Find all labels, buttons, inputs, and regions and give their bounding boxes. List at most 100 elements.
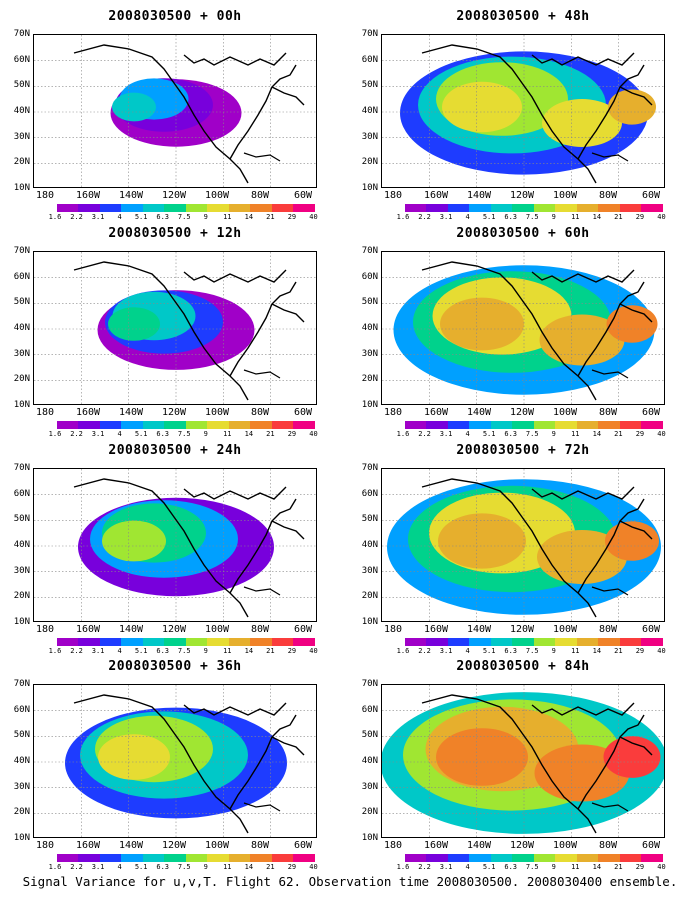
colorbar-tick-label: 40 xyxy=(657,213,666,221)
colorbar-swatch xyxy=(228,854,251,862)
lon-label: 80W xyxy=(250,840,270,851)
colorbar-labels: 1.6 2.2 3.1 4 5.1 6.3 7.5 9 11 14 21 29 40 xyxy=(35,213,318,223)
panel-title: 2008030500 + 72h xyxy=(456,443,590,458)
lon-label: 140W xyxy=(466,190,492,201)
lon-label: 160W xyxy=(423,840,449,851)
colorbar-swatch xyxy=(426,854,448,862)
colorbar-tick-label: 11 xyxy=(223,647,232,655)
colorbar-swatch xyxy=(512,204,534,212)
colorbar-swatch xyxy=(121,421,143,429)
colorbar-tick-label: 1.6 xyxy=(396,647,410,655)
colorbar-swatch xyxy=(404,638,427,646)
variance-map xyxy=(381,34,665,188)
lon-label: 60W xyxy=(293,190,313,201)
colorbar-swatch xyxy=(293,854,315,862)
colorbar-swatch xyxy=(293,204,315,212)
colorbar-swatch xyxy=(99,421,122,429)
lat-label: 70N xyxy=(361,29,378,39)
lon-label: 180 xyxy=(383,840,403,851)
lon-label: 120W xyxy=(509,624,535,635)
variance-map xyxy=(381,251,665,405)
colorbar xyxy=(383,854,663,862)
colorbar-tick-label: 9 xyxy=(203,647,208,655)
colorbar-tick-label: 21 xyxy=(614,863,623,871)
colorbar-swatch xyxy=(185,854,208,862)
colorbar-tick-label: 7.5 xyxy=(177,213,191,221)
colorbar-swatch xyxy=(533,854,556,862)
colorbar-tick-label: 5.1 xyxy=(482,863,496,871)
colorbar-tick-label: 6.3 xyxy=(504,647,518,655)
colorbar-swatch xyxy=(228,421,251,429)
lat-label: 20N xyxy=(13,374,30,385)
colorbar-swatch xyxy=(619,638,642,646)
colorbar-swatch xyxy=(555,638,577,646)
colorbar-tick-label: 2.2 xyxy=(418,213,431,221)
colorbar-swatch xyxy=(271,638,294,646)
colorbar-swatch xyxy=(555,421,577,429)
lon-label: 120W xyxy=(161,840,187,851)
lon-label: 100W xyxy=(204,407,230,418)
colorbar-swatch xyxy=(293,638,315,646)
colorbar-labels: 1.6 2.2 3.1 4 5.1 6.3 7.5 9 11 14 21 29 40 xyxy=(383,213,666,223)
colorbar-swatch xyxy=(469,638,491,646)
colorbar-swatch xyxy=(598,638,620,646)
lat-label: 60N xyxy=(13,704,30,715)
lon-label: 100W xyxy=(204,624,230,635)
lat-label: 30N xyxy=(13,781,30,792)
variance-map xyxy=(33,251,317,405)
colorbar-swatch xyxy=(35,638,57,646)
colorbar-tick-label: 1.6 xyxy=(48,863,62,871)
colorbar-tick-label: 40 xyxy=(309,863,318,871)
colorbar-swatch xyxy=(142,638,165,646)
lon-label: 120W xyxy=(509,840,535,851)
panel-title: 2008030500 + 60h xyxy=(456,226,590,241)
colorbar-tick-label: 7.5 xyxy=(525,213,539,221)
colorbar-tick-label: 9 xyxy=(551,863,556,871)
figure-caption: Signal Variance for u,v,T. Flight 62. Ob… xyxy=(22,874,678,889)
colorbar-tick-label: 4 xyxy=(117,430,122,438)
colorbar-tick-label: 21 xyxy=(614,430,623,438)
colorbar-swatch xyxy=(207,638,229,646)
colorbar-tick-label: 2.2 xyxy=(418,430,431,438)
colorbar-tick-label: 7.5 xyxy=(525,430,539,438)
lat-label: 10N xyxy=(361,617,378,627)
colorbar-swatch xyxy=(99,204,122,212)
colorbar-swatch xyxy=(207,854,229,862)
colorbar-tick-label: 11 xyxy=(223,430,232,438)
colorbar-swatch xyxy=(99,638,122,646)
colorbar-swatch xyxy=(598,421,620,429)
colorbar-tick-label: 1.6 xyxy=(396,430,410,438)
colorbar xyxy=(35,421,315,429)
lat-label: 70N xyxy=(361,679,378,689)
lat-label: 70N xyxy=(13,29,30,39)
colorbar-swatch xyxy=(426,421,448,429)
colorbar-tick-label: 1.6 xyxy=(396,213,410,221)
colorbar-tick-label: 40 xyxy=(657,647,666,655)
lat-label: 30N xyxy=(361,348,378,359)
colorbar-tick-label: 14 xyxy=(592,430,602,438)
colorbar-tick-label: 11 xyxy=(571,430,580,438)
colorbar-swatch xyxy=(142,854,165,862)
colorbar-tick-label: 9 xyxy=(203,213,208,221)
lat-label: 10N xyxy=(361,400,378,410)
colorbar-swatch xyxy=(533,421,556,429)
colorbar-swatch xyxy=(512,421,534,429)
lat-label: 40N xyxy=(13,756,30,766)
colorbar-tick-label: 6.3 xyxy=(156,213,170,221)
colorbar-swatch xyxy=(56,638,79,646)
colorbar-swatch xyxy=(555,854,577,862)
colorbar-tick-label: 4 xyxy=(465,647,470,655)
colorbar-swatch xyxy=(121,854,143,862)
lon-label: 140W xyxy=(118,840,144,851)
lon-label: 120W xyxy=(509,190,535,201)
colorbar-swatch xyxy=(490,421,513,429)
colorbar-tick-label: 3.1 xyxy=(439,430,453,438)
lat-label: 30N xyxy=(361,781,378,792)
colorbar-swatch xyxy=(598,204,620,212)
lat-label: 60N xyxy=(361,54,378,65)
colorbar-labels: 1.6 2.2 3.1 4 5.1 6.3 7.5 9 11 14 21 29 40 xyxy=(383,430,666,440)
lat-label: 50N xyxy=(13,730,30,741)
lat-label: 60N xyxy=(13,54,30,65)
lat-label: 50N xyxy=(361,297,378,308)
colorbar-tick-label: 3.1 xyxy=(439,213,453,221)
